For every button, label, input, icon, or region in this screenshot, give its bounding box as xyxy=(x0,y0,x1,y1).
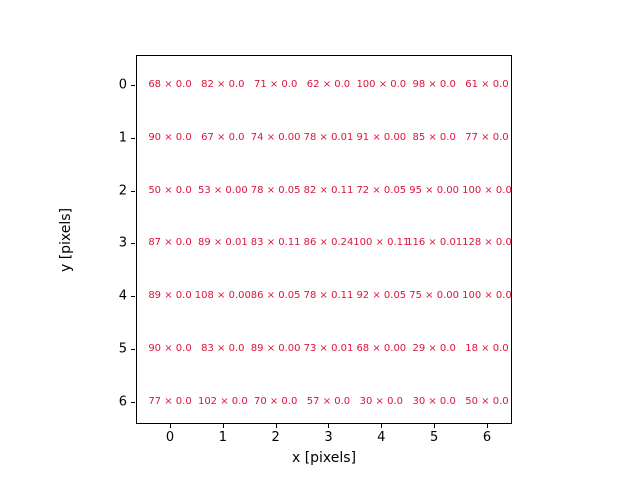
cell-annotation: 100 × 0.11 xyxy=(353,237,410,249)
x-axis-label: x [pixels] xyxy=(291,450,357,466)
x-tick-mark xyxy=(486,424,488,428)
cell-annotation: 83 × 0.0 xyxy=(201,343,245,355)
cell-annotation: 77 × 0.0 xyxy=(465,131,509,143)
y-tick-mark xyxy=(131,137,135,139)
y-tick-label: 4 xyxy=(118,288,127,304)
plot-area xyxy=(136,55,512,424)
x-tick-mark xyxy=(434,424,436,428)
cell-annotation: 73 × 0.01 xyxy=(303,343,354,355)
cell-annotation: 70 × 0.0 xyxy=(253,395,298,407)
cell-annotation: 86 × 0.24 xyxy=(303,237,354,249)
y-tick-label: 6 xyxy=(118,394,127,410)
cell-annotation: 30 × 0.0 xyxy=(359,395,403,407)
y-tick-mark xyxy=(131,296,135,298)
y-axis-label: y [pixels] xyxy=(58,207,74,273)
y-tick-mark xyxy=(131,190,135,192)
y-tick-label: 3 xyxy=(118,235,127,251)
cell-annotation: 75 × 0.00 xyxy=(409,290,460,302)
cell-annotation: 89 × 0.01 xyxy=(197,237,248,249)
cell-annotation: 116 × 0.01 xyxy=(406,237,463,249)
cell-annotation: 50 × 0.0 xyxy=(465,395,509,407)
cell-annotation: 82 × 0.0 xyxy=(201,79,245,90)
cell-annotation: 29 × 0.0 xyxy=(412,343,456,355)
cell-annotation: 108 × 0.00 xyxy=(194,290,251,302)
cell-annotation: 100 × 0.0 xyxy=(356,79,407,90)
cell-annotation: 128 × 0.0 xyxy=(462,237,512,249)
cell-annotation: 62 × 0.0 xyxy=(306,79,351,90)
cell-annotation: 78 × 0.11 xyxy=(303,290,354,302)
cell-annotation: 18 × 0.0 xyxy=(465,343,509,355)
y-tick-label: 5 xyxy=(118,341,127,357)
cell-annotation: 57 × 0.0 xyxy=(306,395,351,407)
cell-annotation: 78 × 0.01 xyxy=(303,131,354,143)
cell-annotation: 77 × 0.0 xyxy=(148,395,192,407)
cell-annotation: 82 × 0.11 xyxy=(303,184,354,196)
cell-annotation: 91 × 0.00 xyxy=(356,131,407,143)
cell-annotation: 90 × 0.0 xyxy=(148,343,192,355)
cell-annotation: 87 × 0.0 xyxy=(148,237,192,249)
cell-annotation: 61 × 0.0 xyxy=(465,79,509,90)
x-tick-label: 3 xyxy=(324,430,333,445)
y-tick-label: 0 xyxy=(118,77,127,93)
x-tick-mark xyxy=(381,424,383,428)
x-tick-label: 4 xyxy=(377,430,386,445)
x-tick-label: 1 xyxy=(218,430,227,445)
y-tick-label: 2 xyxy=(118,183,127,199)
y-tick-mark xyxy=(131,349,135,351)
x-tick-mark xyxy=(328,424,330,428)
cell-annotation: 72 × 0.05 xyxy=(356,184,407,196)
cell-annotation: 85 × 0.0 xyxy=(412,131,456,143)
cell-annotation: 95 × 0.00 xyxy=(409,184,460,196)
cell-annotation: 83 × 0.11 xyxy=(250,237,301,249)
cell-annotation: 53 × 0.00 xyxy=(197,184,248,196)
cell-annotation: 100 × 0.0 xyxy=(462,184,512,196)
y-tick-mark xyxy=(131,401,135,403)
cell-annotation: 90 × 0.0 xyxy=(148,131,192,143)
cell-annotation: 71 × 0.0 xyxy=(253,79,298,90)
cell-annotation: 89 × 0.00 xyxy=(250,343,301,355)
x-tick-label: 5 xyxy=(430,430,439,445)
y-tick-mark xyxy=(131,85,135,86)
cell-annotation: 86 × 0.05 xyxy=(250,290,301,302)
cell-annotation: 68 × 0.00 xyxy=(356,343,407,355)
x-tick-mark xyxy=(222,424,224,428)
x-tick-label: 2 xyxy=(271,430,280,445)
y-tick-mark xyxy=(131,243,135,245)
x-tick-label: 6 xyxy=(482,430,492,445)
cell-annotation: 98 × 0.0 xyxy=(412,79,456,90)
cell-annotation: 100 × 0.0 xyxy=(462,290,512,302)
x-tick-label: 0 xyxy=(165,430,175,445)
cell-annotation: 74 × 0.00 xyxy=(250,131,301,143)
cell-annotation: 78 × 0.05 xyxy=(250,184,301,196)
cell-annotation: 68 × 0.0 xyxy=(148,79,192,90)
cell-annotation: 89 × 0.0 xyxy=(148,290,192,302)
y-tick-label: 1 xyxy=(118,130,127,146)
cell-annotation: 50 × 0.0 xyxy=(148,184,192,196)
cell-annotation: 102 × 0.0 xyxy=(197,395,248,407)
cell-annotation: 67 × 0.0 xyxy=(201,131,245,143)
cell-annotation: 92 × 0.05 xyxy=(356,290,407,302)
x-tick-mark xyxy=(170,424,171,428)
cell-annotation: 30 × 0.0 xyxy=(412,395,456,407)
x-tick-mark xyxy=(275,424,277,428)
